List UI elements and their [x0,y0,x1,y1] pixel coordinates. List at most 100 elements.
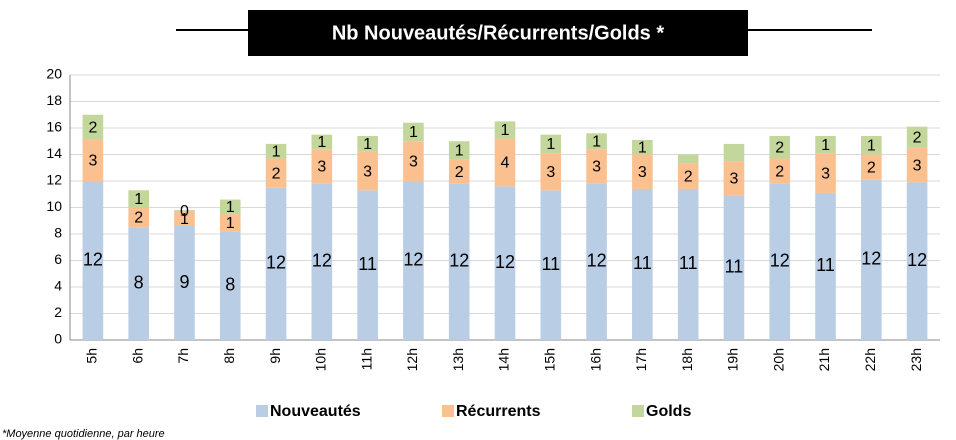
legend-swatch [256,405,268,417]
bar-segment [174,211,195,227]
data-label: 2 [455,164,464,181]
bar-segment [448,183,470,340]
data-label: 3 [88,153,97,170]
legend-label: Nouveautés [270,403,361,420]
legend-swatch [442,405,454,417]
bar-segment [723,161,745,196]
bar-segment [769,135,791,159]
bar-segment [357,190,378,340]
bar-segment [677,188,699,340]
bar-segment [128,190,149,208]
bar-segment [494,186,516,340]
bar-segment [815,192,836,340]
data-label: 12 [266,253,286,273]
data-label: 1 [134,191,143,208]
x-tick-label: 10h [313,348,329,371]
data-label: 2 [684,169,693,186]
bar-segment [677,163,699,189]
bar-segment [128,207,149,228]
bar-segment [265,158,287,188]
x-tick-label: 14h [496,348,512,371]
data-label: 1 [821,137,830,154]
bar-segment [906,147,928,183]
y-tick-label: 18 [46,92,62,108]
bar-segment [265,143,287,159]
x-tick-label: 5h [84,348,100,364]
bar-segment [219,214,241,232]
x-tick-label: 22h [862,348,878,371]
chart-title: Nb Nouveautés/Récurrents/Golds * [332,22,665,44]
bar-segment [632,139,653,155]
bar-segment [540,190,562,340]
y-tick-label: 2 [54,304,62,320]
bar-segment [82,139,104,181]
bar-segment [219,199,241,215]
data-label: 2 [913,129,922,146]
data-label: 12 [403,249,423,269]
bar-segment [403,141,424,181]
data-label: 2 [867,159,876,176]
x-tick-label: 6h [129,348,145,364]
x-tick-label: 20h [770,348,786,371]
data-label: 12 [861,249,881,269]
data-label: 1 [180,211,189,228]
data-label: 1 [638,139,647,156]
data-label: 3 [913,157,922,174]
data-label: 9 [179,272,189,292]
x-tick-label: 17h [633,348,649,371]
legend-label: Récurrents [456,403,541,420]
data-label: 8 [134,272,144,292]
data-label: 1 [455,143,464,160]
bar-segment [357,151,378,191]
bar-segment [586,183,607,340]
data-label: 3 [317,159,326,176]
data-label: 3 [363,163,372,180]
y-tick-label: 8 [54,225,62,241]
bar-segment [540,134,562,154]
data-label: 12 [587,251,607,271]
data-label: 1 [317,134,326,151]
x-tick-label: 15h [541,348,557,371]
bar-segment [82,114,104,140]
bar-segment [769,158,791,184]
bar-segment [311,149,333,184]
bar-segment [632,188,653,340]
data-label: 11 [541,254,560,274]
bar-segment [174,210,195,212]
data-label: 1 [546,136,555,153]
bar-segment [632,154,653,189]
data-label: 3 [546,164,555,181]
data-label: 12 [495,252,515,272]
y-tick-label: 20 [46,66,62,82]
data-label: 1 [501,122,510,139]
data-label: 1 [867,137,876,154]
data-label: 1 [592,133,601,150]
bar-segment [769,183,791,340]
data-label: 11 [725,257,744,277]
data-label: 1 [226,215,235,232]
bar-segment [174,226,195,340]
data-label: 11 [679,253,698,273]
legend-swatch [632,405,644,417]
data-label: 11 [816,255,835,275]
x-tick-label: 16h [587,348,603,371]
x-tick-label: 13h [450,348,466,371]
bar-segment [586,133,607,150]
bar-segment [311,183,333,340]
data-label: 12 [83,249,103,269]
data-label: 8 [225,274,235,294]
legend-label: Golds [646,403,691,420]
bar-segment [494,138,516,187]
data-label: 2 [775,139,784,156]
bar-segment [494,121,516,139]
data-label: 3 [729,171,738,188]
bar-segment [677,154,699,164]
title-box [248,10,748,56]
x-tick-label: 19h [725,348,741,371]
y-tick-label: 12 [46,172,62,188]
x-tick-label: 8h [221,348,237,364]
data-label: 12 [449,251,469,271]
bar-segment [815,135,836,154]
footnote: *Moyenne quotidienne, par heure [2,428,165,440]
